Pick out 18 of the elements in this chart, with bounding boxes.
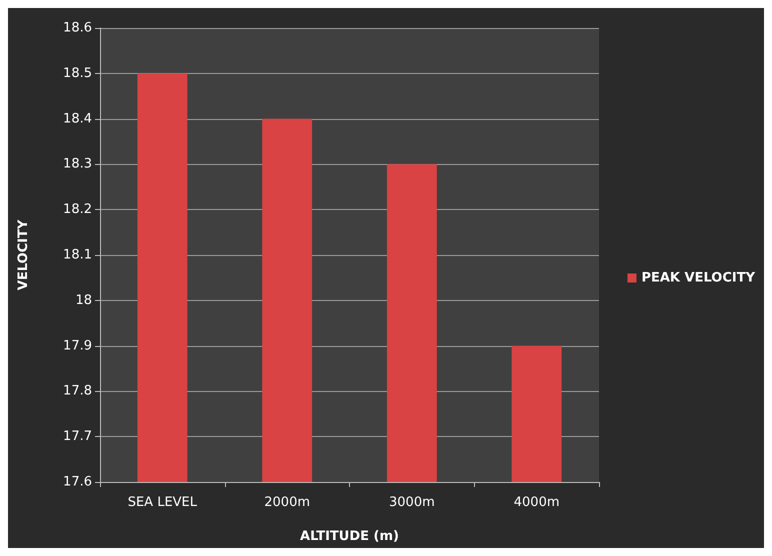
y-tick-label: 17.8: [63, 384, 92, 399]
x-tick-label: 4000m: [514, 495, 560, 510]
y-tick-label: 18.3: [63, 156, 92, 172]
y-tick-label: 18.6: [63, 20, 92, 36]
y-tick-label: 18.1: [63, 248, 92, 262]
y-tick-label: 18.2: [63, 202, 92, 218]
y-tick-label: 18.4: [63, 111, 92, 126]
y-tick-label: 18.5: [63, 66, 92, 81]
x-axis-title: ALTITUDE (m): [300, 529, 399, 544]
legend-label: PEAK VELOCITY: [641, 270, 756, 286]
y-tick-label: 17.7: [63, 429, 92, 444]
y-tick-label: 17.9: [63, 338, 92, 354]
y-tick-label: 17.6: [63, 474, 92, 490]
x-tick-label: 2000m: [264, 495, 310, 510]
y-tick-label: 18: [75, 292, 92, 308]
y-axis-title: VELOCITY: [16, 219, 31, 290]
x-tick-label: 3000m: [389, 495, 435, 510]
x-tick-label: SEA LEVEL: [128, 495, 198, 510]
